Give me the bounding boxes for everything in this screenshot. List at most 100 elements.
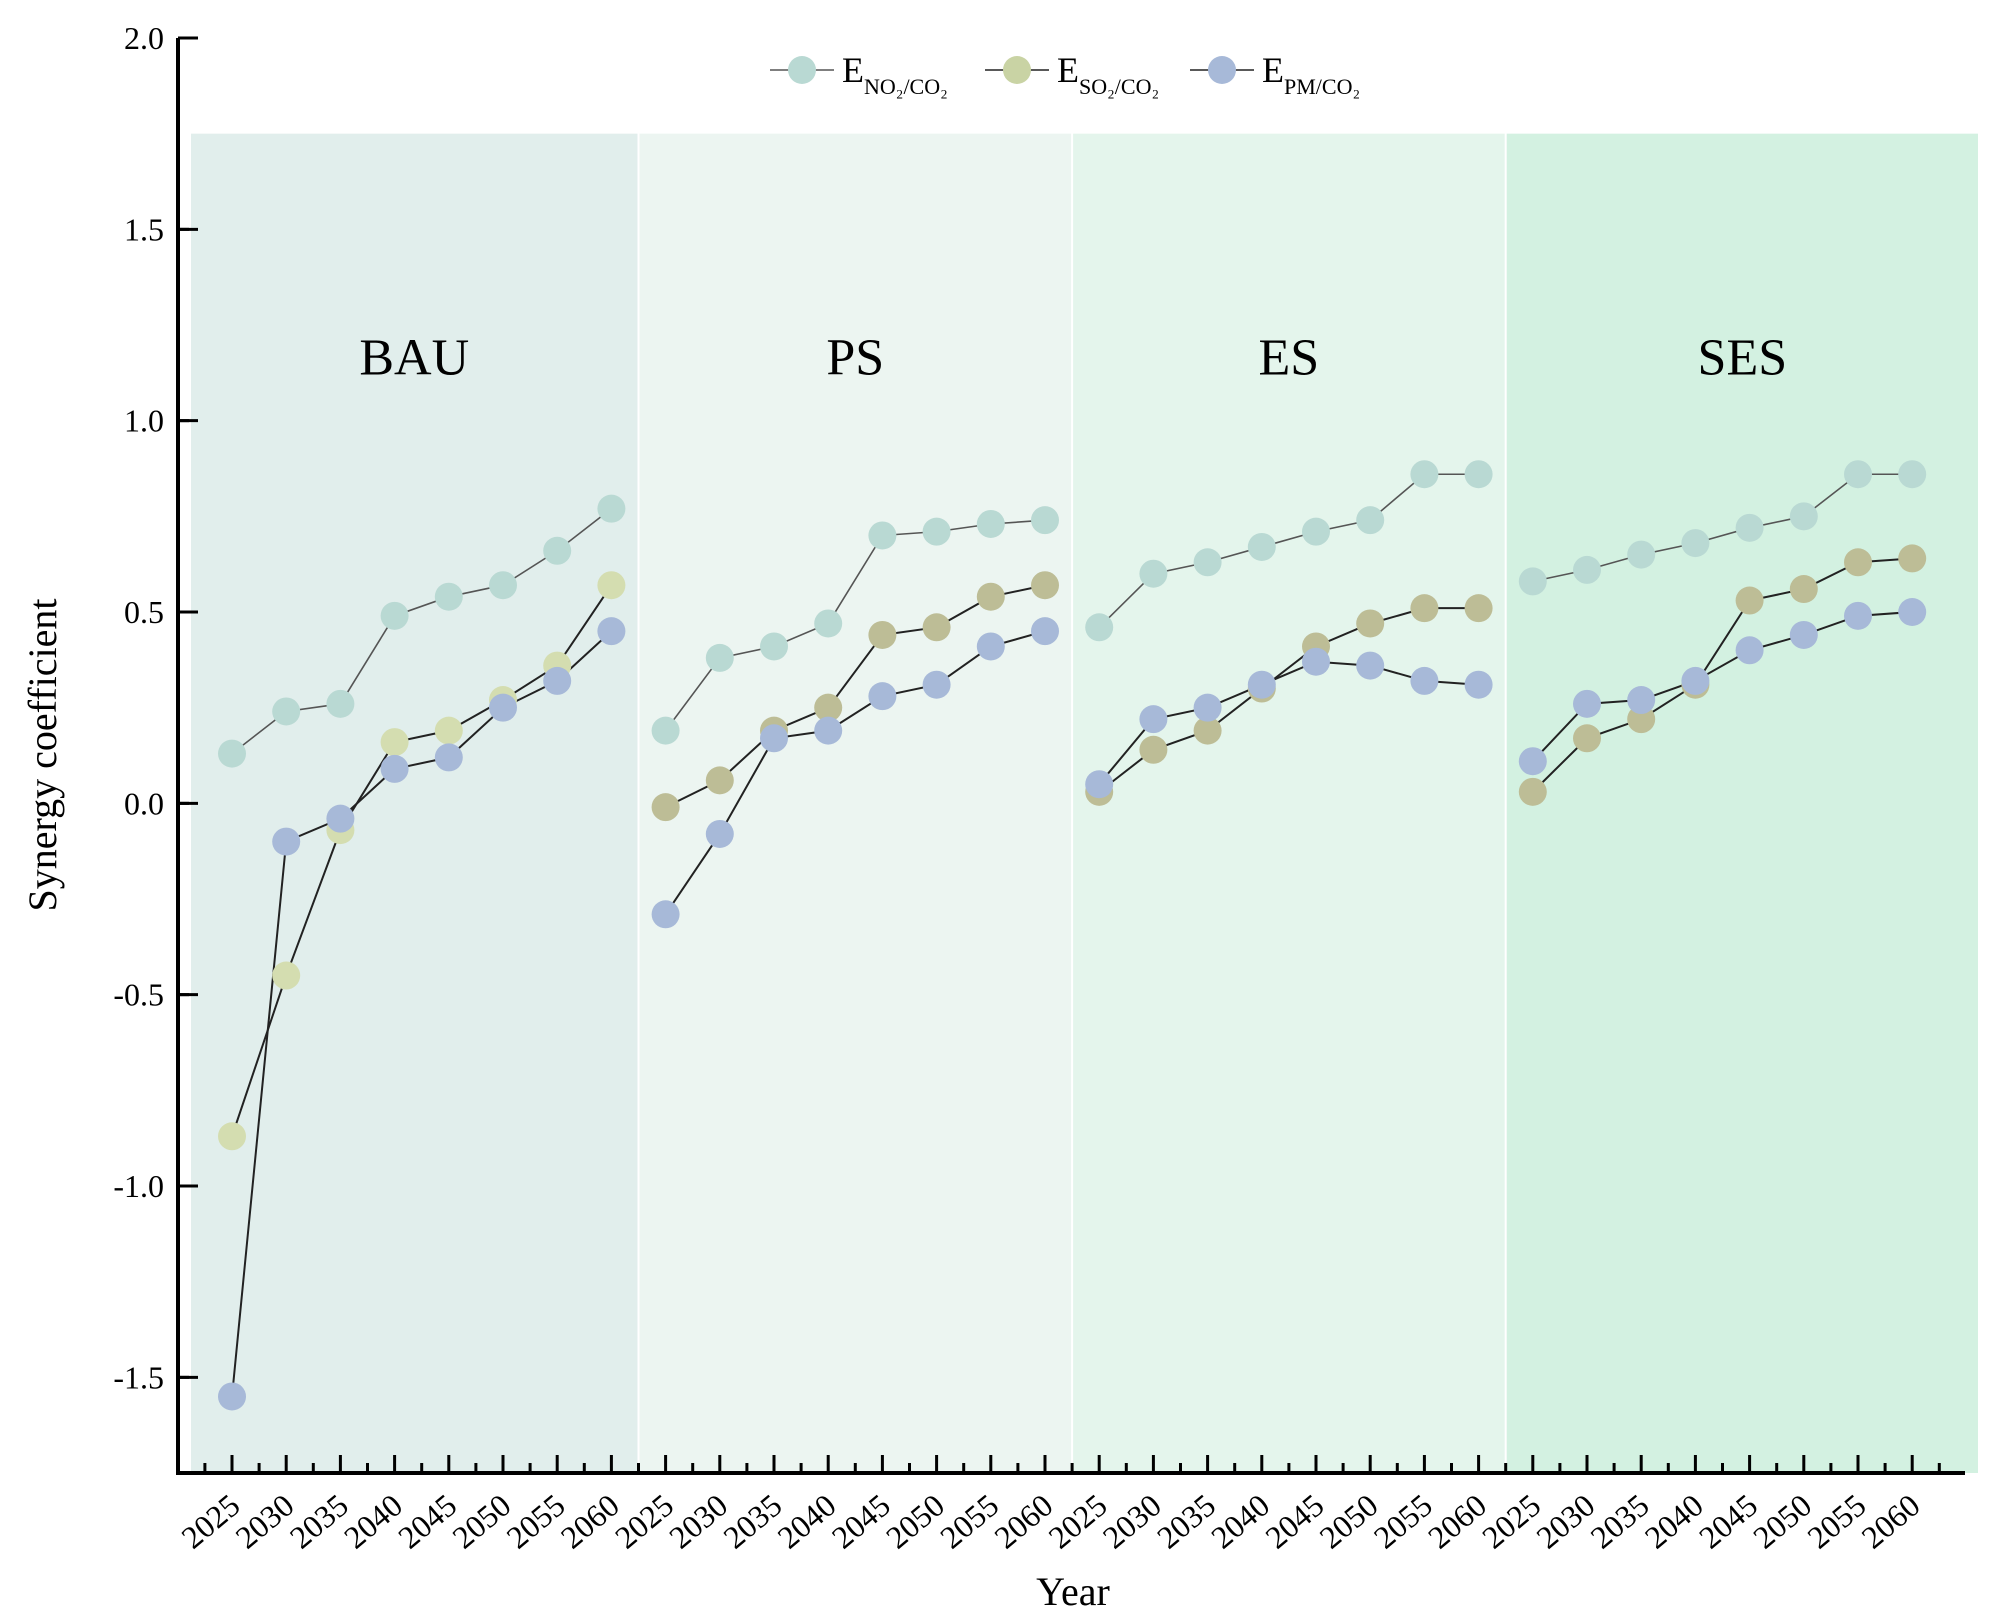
point-no2-bau-2050	[489, 571, 517, 600]
point-no2-ses-2040	[1681, 529, 1710, 558]
point-no2-bau-2040	[380, 601, 409, 630]
y-tick-label: 2.0	[124, 20, 164, 56]
legend-label-pm: EPM/CO₂	[1262, 50, 1360, 99]
point-pm-ps-2025	[651, 900, 680, 929]
point-so2-es-2055	[1410, 594, 1439, 623]
point-no2-ses-2025	[1518, 567, 1547, 596]
point-no2-ses-2030	[1573, 555, 1601, 584]
y-ticks: -1.5 -1.0 -0.5 0.0 0.5 1.0 1.5 2.0	[113, 20, 198, 1395]
point-so2-ps-2030	[705, 766, 734, 795]
point-pm-ps-2055	[976, 632, 1005, 661]
panel-labels: BAU PS ES SES	[359, 330, 1787, 387]
point-so2-ses-2050	[1789, 575, 1818, 604]
point-so2-ps-2060	[1031, 571, 1059, 600]
y-tick-label: 1.5	[124, 211, 164, 247]
point-pm-ses-2045	[1735, 636, 1764, 665]
point-pm-ps-2045	[868, 682, 897, 711]
point-pm-bau-2025	[218, 1382, 246, 1411]
point-no2-ps-2035	[760, 632, 788, 661]
point-pm-ses-2040	[1681, 666, 1710, 695]
point-so2-ps-2025	[651, 793, 680, 822]
point-so2-ps-2050	[922, 613, 951, 642]
panel-label-ps: PS	[826, 330, 884, 387]
point-no2-ps-2025	[651, 716, 680, 745]
point-so2-ses-2025	[1518, 777, 1547, 806]
point-so2-ps-2045	[868, 620, 897, 649]
point-so2-ps-2040	[814, 693, 843, 722]
y-axis-title: Synergy coefficient	[20, 599, 65, 912]
x-axis-title: Year	[1036, 1569, 1110, 1614]
point-so2-bau-2045	[434, 716, 463, 745]
panel-label-bau: BAU	[359, 330, 469, 387]
point-no2-bau-2035	[326, 689, 355, 718]
y-tick-label: -0.5	[113, 977, 164, 1013]
point-no2-es-2060	[1464, 460, 1493, 489]
point-so2-ses-2045	[1735, 586, 1764, 615]
point-no2-bau-2045	[434, 582, 463, 611]
point-so2-bau-2025	[218, 1122, 246, 1151]
x-tick-label-ses: 2060	[1855, 1487, 1927, 1556]
legend-item-so2: ESO₂/CO₂	[985, 50, 1159, 99]
point-no2-es-2050	[1356, 506, 1385, 535]
y-tick-label: 0.5	[124, 594, 164, 630]
point-no2-bau-2060	[597, 494, 626, 523]
point-no2-ses-2060	[1898, 460, 1927, 489]
point-pm-bau-2035	[326, 804, 355, 833]
point-so2-ps-2055	[976, 582, 1005, 611]
point-so2-es-2030	[1139, 735, 1168, 764]
point-pm-bau-2050	[489, 693, 517, 722]
point-so2-bau-2030	[272, 961, 301, 990]
legend-label-no2: ENO₂/CO₂	[842, 50, 948, 99]
point-pm-ses-2035	[1627, 686, 1656, 715]
point-pm-ses-2060	[1898, 598, 1927, 626]
y-tick-label: 1.0	[124, 403, 164, 439]
legend-label-so2: ESO₂/CO₂	[1057, 50, 1159, 99]
point-so2-es-2060	[1464, 594, 1493, 623]
point-so2-bau-2040	[380, 728, 409, 757]
point-pm-bau-2060	[597, 617, 626, 646]
point-no2-ps-2045	[868, 521, 897, 550]
point-so2-ses-2060	[1898, 544, 1927, 573]
point-no2-ses-2050	[1789, 502, 1818, 531]
point-pm-es-2035	[1193, 693, 1222, 722]
point-pm-es-2060	[1464, 670, 1493, 699]
panel-bg-bau	[191, 133, 638, 1474]
point-pm-es-2055	[1410, 666, 1439, 695]
y-tick-label: -1.5	[113, 1359, 164, 1395]
point-pm-bau-2055	[543, 666, 572, 695]
point-no2-ps-2050	[922, 517, 951, 546]
point-no2-bau-2030	[272, 697, 301, 726]
point-pm-ps-2040	[814, 716, 843, 745]
legend-marker-no2	[788, 56, 816, 84]
y-tick-label: -1.0	[113, 1168, 164, 1204]
point-no2-ses-2035	[1627, 540, 1656, 569]
point-no2-es-2035	[1193, 548, 1222, 577]
panel-backgrounds	[191, 133, 1978, 1474]
point-no2-es-2055	[1410, 460, 1439, 489]
point-pm-ses-2050	[1789, 620, 1818, 649]
y-tick-label: 0.0	[124, 785, 164, 821]
point-pm-ses-2030	[1573, 689, 1601, 718]
legend-marker-so2	[1003, 56, 1031, 84]
point-no2-ps-2030	[705, 643, 734, 672]
point-no2-ps-2040	[814, 609, 843, 638]
panel-bg-ses	[1506, 133, 1978, 1474]
point-pm-ses-2025	[1518, 747, 1547, 776]
point-no2-es-2030	[1139, 559, 1168, 588]
point-so2-es-2050	[1356, 609, 1385, 638]
point-no2-bau-2025	[218, 739, 246, 768]
point-no2-es-2040	[1247, 532, 1276, 561]
point-pm-ps-2035	[760, 724, 788, 753]
panel-bg-ps	[639, 133, 1072, 1474]
point-pm-bau-2030	[272, 827, 301, 856]
panel-label-es: ES	[1259, 330, 1320, 387]
point-so2-ses-2055	[1844, 548, 1872, 577]
point-no2-bau-2055	[543, 536, 572, 565]
point-pm-ps-2060	[1031, 617, 1059, 646]
point-no2-ps-2060	[1031, 506, 1059, 535]
legend-item-pm: EPM/CO₂	[1190, 50, 1360, 99]
point-so2-es-2035	[1193, 716, 1222, 745]
point-no2-es-2045	[1302, 517, 1330, 546]
panel-bg-es	[1073, 133, 1505, 1474]
